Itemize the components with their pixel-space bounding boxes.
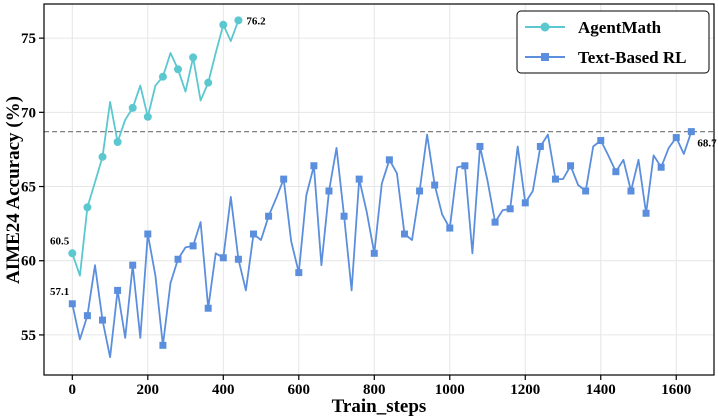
data-point <box>567 162 575 170</box>
series-line <box>71 19 240 277</box>
data-point <box>642 209 650 217</box>
x-tick-label: 400 <box>212 382 235 398</box>
data-point <box>672 134 680 142</box>
annotations: 60.5 76.2 57.1 68.7 <box>50 15 717 297</box>
y-tick-label: 65 <box>21 180 36 196</box>
plot-frame <box>43 3 715 376</box>
x-tick-label: 1400 <box>586 382 616 398</box>
data-point <box>204 78 213 87</box>
x-tick-label: 1200 <box>510 382 540 398</box>
x-tick-label: 800 <box>363 382 386 398</box>
x-tick-label: 600 <box>288 382 311 398</box>
data-point <box>158 72 167 81</box>
data-point <box>204 304 212 312</box>
y-tick-label: 55 <box>21 328 36 344</box>
data-point <box>536 142 544 150</box>
data-point <box>521 199 529 207</box>
data-point <box>612 168 620 176</box>
data-point <box>159 341 167 349</box>
data-point <box>597 137 605 145</box>
data-point <box>189 53 198 62</box>
data-point <box>627 187 635 195</box>
data-point <box>582 187 590 195</box>
data-point <box>265 212 273 220</box>
y-tick-label: 60 <box>21 254 36 270</box>
legend-textrl-label: Text-Based RL <box>578 48 686 67</box>
data-point <box>113 138 122 147</box>
data-point <box>99 316 107 324</box>
x-tick-label: 1000 <box>435 382 465 398</box>
data-point <box>476 142 484 150</box>
series-text-based-rl <box>68 128 695 359</box>
data-label: 76.2 <box>246 15 266 27</box>
data-label: 68.7 <box>697 138 717 150</box>
data-point <box>219 20 228 29</box>
data-point <box>174 255 182 263</box>
y-axis-ticks: 55 60 65 70 75 <box>21 31 44 344</box>
series-agentmath <box>68 16 243 277</box>
x-tick-label: 200 <box>137 382 160 398</box>
data-point <box>506 205 514 213</box>
data-point <box>310 162 318 170</box>
data-point <box>144 230 152 238</box>
data-point <box>68 249 77 258</box>
data-point <box>551 175 559 183</box>
data-point <box>114 286 122 294</box>
x-tick-label: 0 <box>69 382 77 398</box>
data-point <box>657 163 665 171</box>
data-point <box>68 300 76 308</box>
data-point <box>400 230 408 238</box>
data-point <box>385 156 393 164</box>
data-point <box>446 224 454 232</box>
data-point <box>174 65 182 74</box>
y-tick-label: 70 <box>21 105 36 121</box>
legend: AgentMath Text-Based RL <box>516 10 710 74</box>
y-axis-title: AIME24 Accuracy (%) <box>3 96 24 284</box>
data-point <box>129 261 137 269</box>
series-layer <box>68 16 695 359</box>
data-point <box>219 254 227 262</box>
data-point <box>340 212 348 220</box>
legend-agentmath-label: AgentMath <box>578 18 662 37</box>
data-point <box>355 175 363 183</box>
legend-agentmath-marker <box>540 22 550 32</box>
data-point <box>128 103 137 112</box>
data-point <box>234 16 243 25</box>
x-axis-title: Train_steps <box>332 396 427 417</box>
data-point <box>491 218 499 226</box>
data-point <box>295 269 303 277</box>
y-tick-label: 75 <box>21 31 36 47</box>
data-point <box>249 230 257 238</box>
data-point <box>325 187 333 195</box>
data-point <box>83 312 91 320</box>
data-point <box>143 112 152 121</box>
data-point <box>83 203 92 212</box>
data-point <box>431 181 439 189</box>
x-axis-ticks: 0 200 400 600 800 1000 1200 1400 1600 <box>69 375 691 398</box>
data-point <box>687 128 695 136</box>
data-point <box>234 255 242 263</box>
x-tick-label: 1600 <box>661 382 691 398</box>
data-point <box>461 162 469 170</box>
data-point <box>189 242 197 250</box>
data-label: 57.1 <box>50 286 69 298</box>
legend-textrl-marker <box>541 53 549 61</box>
data-point <box>416 187 424 195</box>
data-label: 60.5 <box>50 235 70 247</box>
data-point <box>280 175 288 183</box>
data-point <box>98 152 107 161</box>
data-point <box>370 249 378 257</box>
series-line <box>71 131 693 359</box>
